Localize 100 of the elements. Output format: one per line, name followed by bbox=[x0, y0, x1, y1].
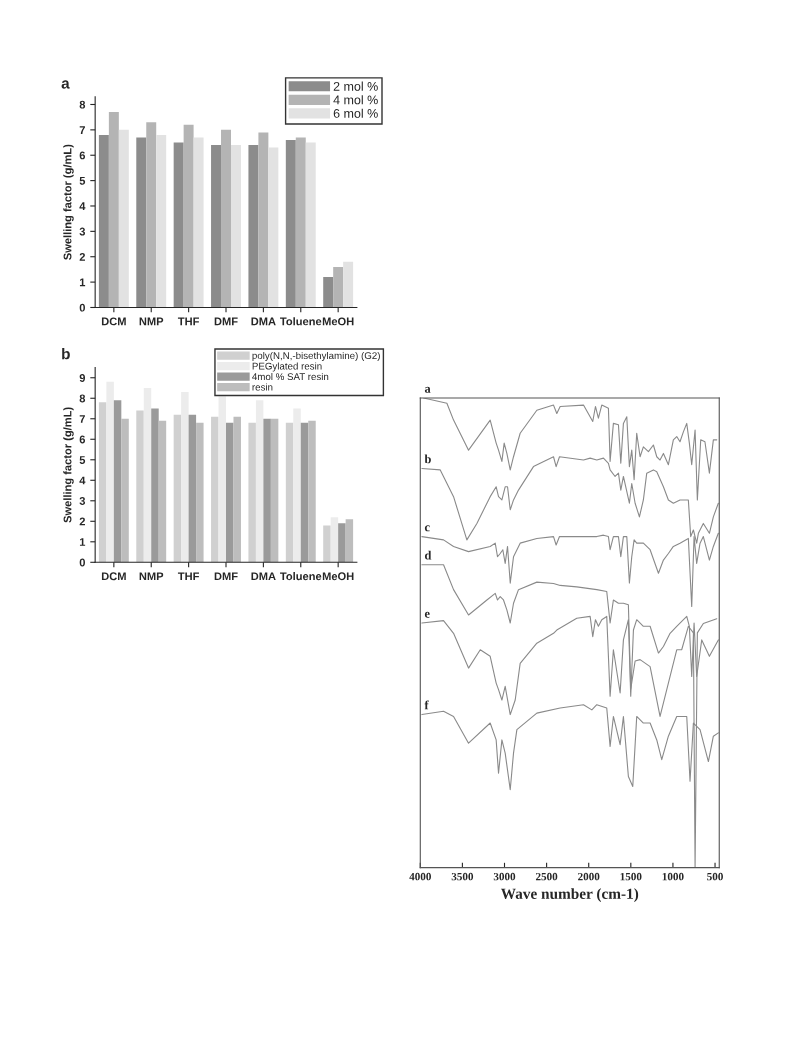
legend-label: 2 mol % bbox=[333, 81, 378, 91]
y-tick-label: 1 bbox=[79, 278, 86, 287]
bar bbox=[338, 523, 346, 563]
x-tick-label: NMP bbox=[139, 317, 164, 326]
bar bbox=[118, 129, 129, 308]
legend-label: PEGylated resin bbox=[252, 362, 322, 372]
bar bbox=[323, 277, 334, 308]
bar bbox=[221, 129, 231, 308]
bar bbox=[258, 132, 269, 308]
y-tick-label: 5 bbox=[79, 176, 86, 185]
bar bbox=[156, 134, 167, 308]
bar bbox=[146, 122, 157, 308]
bar bbox=[158, 420, 167, 563]
bar bbox=[113, 400, 122, 563]
y-tick-label: 8 bbox=[79, 100, 86, 109]
bar bbox=[248, 422, 256, 563]
bar bbox=[143, 388, 152, 563]
y-tick-label: 3 bbox=[79, 227, 86, 236]
y-tick-label: 4 bbox=[79, 202, 86, 211]
bar bbox=[248, 145, 259, 308]
x-tick-label: MeOH bbox=[322, 317, 354, 326]
bar bbox=[151, 408, 159, 563]
bar bbox=[183, 124, 194, 308]
x-tick-label: 4000 bbox=[409, 872, 431, 881]
y-tick-label: 7 bbox=[79, 415, 85, 423]
bar bbox=[226, 422, 234, 563]
bar bbox=[230, 145, 241, 308]
bar bbox=[285, 140, 296, 308]
bar bbox=[293, 408, 301, 563]
x-tick-label: Toluene bbox=[280, 317, 322, 326]
chart-title: b bbox=[62, 348, 70, 360]
y-tick-label: 2 bbox=[79, 253, 85, 261]
bar bbox=[108, 112, 119, 308]
y-tick-label: 2 bbox=[79, 517, 85, 526]
x-tick-label: THF bbox=[177, 572, 200, 581]
chart-title: a bbox=[61, 80, 70, 89]
x-tick-label: THF bbox=[177, 317, 200, 326]
bar bbox=[106, 381, 114, 563]
bar bbox=[263, 418, 271, 563]
bar bbox=[255, 400, 264, 563]
bar bbox=[196, 422, 204, 563]
legend-label: poly(N,N,-bisethylamine) (G2) bbox=[252, 351, 380, 361]
y-tick-label: 0 bbox=[79, 303, 85, 312]
bar bbox=[188, 414, 197, 563]
x-tick-label: DCM bbox=[101, 317, 126, 326]
x-tick-label: 2500 bbox=[535, 872, 558, 881]
annotation: b bbox=[424, 454, 431, 464]
bar bbox=[305, 142, 316, 308]
legend-label: 6 mol % bbox=[333, 108, 378, 118]
bar bbox=[98, 402, 107, 563]
bar bbox=[308, 420, 316, 563]
bar bbox=[173, 414, 182, 563]
bar bbox=[323, 525, 331, 563]
bar bbox=[181, 392, 189, 563]
x-tick-label: DCM bbox=[101, 572, 126, 581]
annotation: d bbox=[424, 550, 432, 560]
x-tick-label: Toluene bbox=[280, 572, 322, 581]
x-tick-label: DMA bbox=[251, 572, 276, 581]
bar bbox=[173, 142, 184, 308]
bar bbox=[295, 137, 306, 308]
bar bbox=[268, 147, 279, 308]
x-tick-label: DMA bbox=[251, 317, 276, 326]
annotation: c bbox=[424, 525, 430, 532]
bar bbox=[218, 396, 226, 563]
legend-label: 4mol % SAT resin bbox=[252, 372, 329, 381]
bar bbox=[136, 137, 147, 308]
y-tick-label: 6 bbox=[79, 151, 86, 160]
bar bbox=[270, 418, 279, 563]
x-tick-label: NMP bbox=[139, 572, 164, 581]
bar bbox=[330, 517, 339, 563]
legend-label: resin bbox=[252, 383, 273, 391]
x-tick-label: 3500 bbox=[451, 872, 474, 881]
bar bbox=[136, 410, 144, 563]
bar bbox=[233, 416, 241, 563]
x-tick-label: 3000 bbox=[493, 872, 516, 881]
y-tick-label: 5 bbox=[79, 456, 86, 464]
x-tick-label: DMF bbox=[214, 572, 238, 581]
x-tick-label: 1000 bbox=[662, 872, 684, 881]
legend-label: 4 mol % bbox=[333, 95, 378, 105]
text: a bbox=[424, 386, 431, 393]
x-axis-title: Wave number (cm-1) bbox=[500, 888, 639, 903]
annotation: f bbox=[424, 700, 429, 710]
bar bbox=[285, 422, 294, 563]
y-axis-title: Swelling factor (g/mL) bbox=[63, 144, 74, 260]
x-tick-label: MeOH bbox=[322, 572, 354, 581]
bar bbox=[345, 519, 354, 563]
bar bbox=[333, 266, 344, 308]
annotation: e bbox=[424, 611, 430, 618]
y-tick-label: 1 bbox=[79, 538, 86, 546]
y-tick-label: 6 bbox=[79, 435, 86, 444]
x-tick-label: 500 bbox=[707, 872, 723, 881]
bar bbox=[211, 145, 222, 308]
y-tick-label: 8 bbox=[79, 394, 86, 403]
bar bbox=[121, 418, 129, 563]
bar bbox=[193, 137, 204, 308]
bar bbox=[343, 261, 354, 308]
y-tick-label: 3 bbox=[79, 497, 86, 505]
y-tick-label: 9 bbox=[79, 374, 86, 382]
bar bbox=[300, 422, 309, 563]
y-tick-label: 0 bbox=[79, 558, 85, 567]
